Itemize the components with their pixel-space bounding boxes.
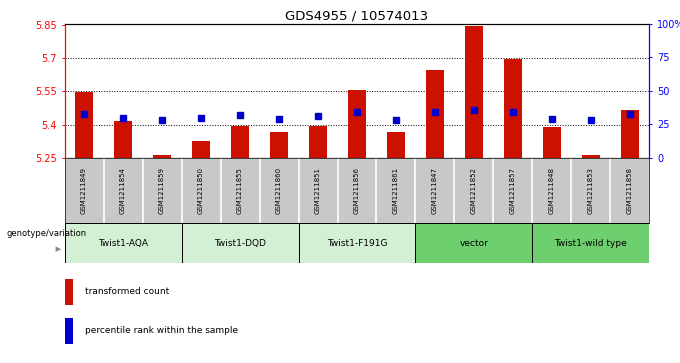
- Text: GSM1211856: GSM1211856: [354, 167, 360, 214]
- Text: GSM1211858: GSM1211858: [627, 167, 633, 214]
- Bar: [182, 223, 299, 263]
- Bar: [65, 318, 73, 344]
- Text: Twist1-wild type: Twist1-wild type: [555, 239, 627, 248]
- Text: GSM1211861: GSM1211861: [393, 167, 399, 214]
- Text: percentile rank within the sample: percentile rank within the sample: [85, 326, 238, 335]
- Bar: [192, 141, 210, 158]
- Bar: [114, 121, 132, 158]
- Bar: [504, 59, 522, 158]
- Text: GSM1211860: GSM1211860: [276, 167, 282, 214]
- Bar: [532, 223, 649, 263]
- Bar: [75, 92, 93, 158]
- Text: GSM1211854: GSM1211854: [120, 167, 126, 214]
- Text: GSM1211850: GSM1211850: [198, 167, 204, 214]
- Bar: [348, 90, 366, 158]
- Text: Twist1-AQA: Twist1-AQA: [98, 239, 148, 248]
- Bar: [387, 132, 405, 158]
- Bar: [65, 223, 182, 263]
- Text: GSM1211852: GSM1211852: [471, 167, 477, 214]
- Bar: [153, 155, 171, 158]
- Text: GSM1211847: GSM1211847: [432, 167, 438, 214]
- Title: GDS4955 / 10574013: GDS4955 / 10574013: [286, 9, 428, 23]
- Text: GSM1211859: GSM1211859: [159, 167, 165, 214]
- Text: GSM1211853: GSM1211853: [588, 167, 594, 214]
- Bar: [299, 223, 415, 263]
- Text: GSM1211857: GSM1211857: [510, 167, 516, 214]
- Bar: [270, 132, 288, 158]
- Text: GSM1211855: GSM1211855: [237, 167, 243, 214]
- Bar: [543, 127, 561, 158]
- Text: GSM1211849: GSM1211849: [81, 167, 87, 214]
- Bar: [415, 223, 532, 263]
- Text: vector: vector: [460, 239, 488, 248]
- Text: Twist1-DQD: Twist1-DQD: [214, 239, 266, 248]
- Text: GSM1211848: GSM1211848: [549, 167, 555, 214]
- Text: Twist1-F191G: Twist1-F191G: [327, 239, 387, 248]
- Text: genotype/variation: genotype/variation: [7, 229, 87, 238]
- Bar: [231, 126, 249, 158]
- Bar: [582, 155, 600, 158]
- Bar: [309, 126, 327, 158]
- Text: GSM1211851: GSM1211851: [315, 167, 321, 214]
- Bar: [65, 279, 73, 305]
- Bar: [465, 26, 483, 158]
- Bar: [621, 110, 639, 158]
- Text: transformed count: transformed count: [85, 287, 169, 296]
- Bar: [426, 70, 444, 158]
